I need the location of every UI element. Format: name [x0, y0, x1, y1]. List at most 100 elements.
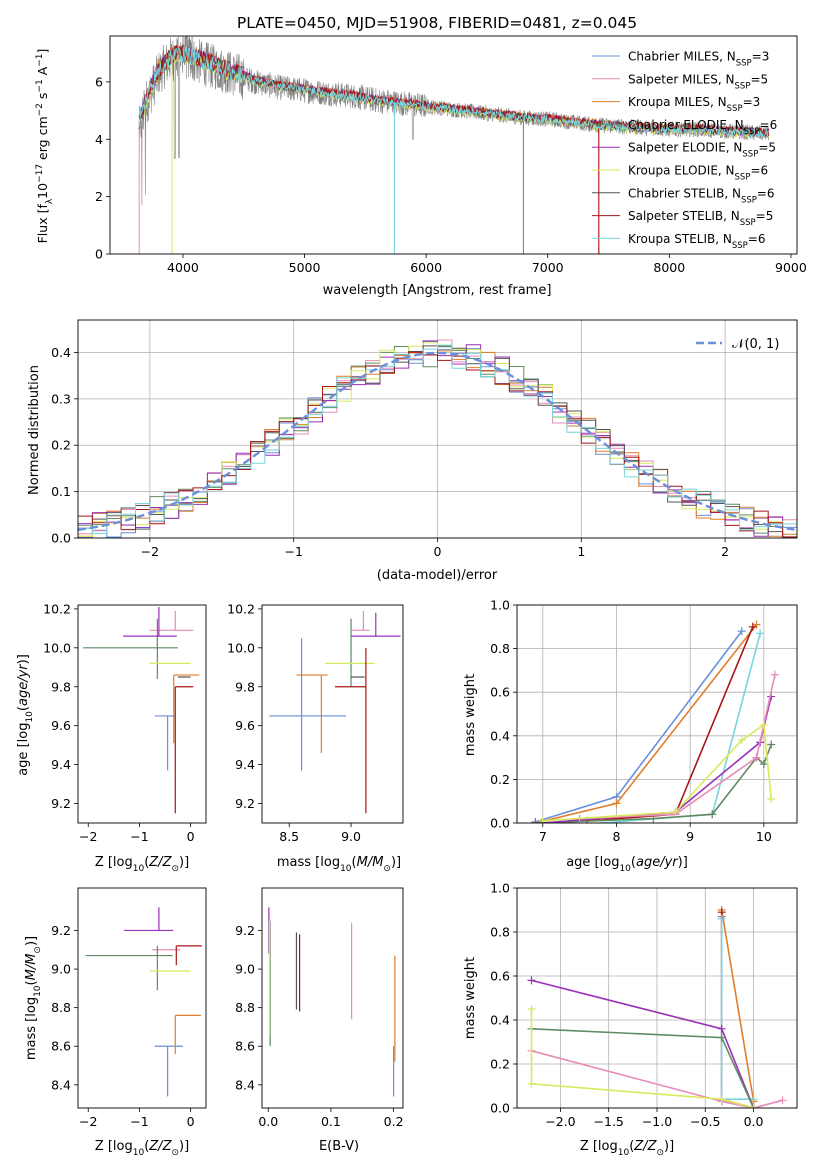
mass-weight-marker [717, 1024, 726, 1033]
extinction-xlabel: E(B-V) [319, 1139, 359, 1154]
mass-weight-line [531, 1028, 755, 1108]
y-tick-label: 10.2 [43, 601, 71, 616]
axes-border [261, 604, 404, 824]
data-point [123, 606, 177, 637]
y-tick-label: 0.2 [490, 772, 510, 787]
y-tick-label: 9.2 [235, 923, 255, 938]
y-tick-label: 9.2 [51, 796, 71, 811]
y-tick-label: 10.0 [43, 640, 71, 655]
weight-metallicity-xlabel: Z [log10(Z/Z⊙)] [580, 1139, 674, 1158]
y-tick-label: 9.8 [235, 679, 255, 694]
mass-weight-marker [527, 1005, 536, 1013]
x-tick-label: −2 [141, 544, 159, 559]
legend-label: Salpeter STELIB, NSSP=5 [628, 209, 773, 228]
y-tick-label: 8.8 [235, 1000, 255, 1015]
mass-weight-marker [708, 810, 717, 819]
mass-weight-marker [671, 808, 680, 817]
y-tick-label: 0.6 [490, 685, 510, 700]
x-tick-label: 5000 [289, 260, 321, 275]
y-tick-label: 0.0 [51, 531, 71, 546]
x-tick-label: −1.5 [594, 1114, 624, 1129]
plot-area [85, 907, 202, 1097]
data-point [351, 612, 401, 637]
y-tick-label: 8.4 [51, 1077, 71, 1092]
axes-border [77, 604, 207, 824]
age-mass-xlabel: mass [log10(M/M⊙)] [277, 855, 401, 874]
y-tick-label: 0 [95, 247, 103, 262]
plot-area [268, 907, 396, 1097]
x-tick-label: −1 [130, 829, 148, 844]
mass-weight-marker [778, 1096, 787, 1105]
mass-weight-marker [531, 819, 540, 823]
model-spectrum-line [138, 46, 769, 139]
mass-weight-line [586, 626, 754, 822]
legend-label: Salpeter ELODIE, NSSP=5 [628, 141, 776, 160]
x-tick-label: −2 [79, 829, 97, 844]
mass-weight-vs-age-panel: 7 8 9 10 0.0 0.2 0.4 0.6 0.8 1.0 [490, 598, 798, 844]
mass-weight-marker [759, 720, 768, 729]
y-tick-label: 4 [95, 132, 103, 147]
x-tick-label: 0 [434, 544, 442, 559]
y-tick-label: 0.3 [51, 391, 71, 406]
data-point [85, 945, 173, 991]
mass-weight-marker [759, 760, 768, 769]
mass-weight-line [542, 696, 772, 823]
mass-weight-line [601, 633, 761, 823]
x-tick-label: 2 [721, 544, 729, 559]
mass-weight-marker [717, 1095, 726, 1104]
y-tick-label: 0.2 [51, 438, 71, 453]
grid [517, 887, 797, 1109]
y-tick-label: 8.8 [51, 1000, 71, 1015]
y-tick-label: 0.4 [51, 345, 71, 360]
x-tick-label: 4000 [167, 260, 199, 275]
histogram-legend: 𝒩(0, 1) [696, 337, 779, 352]
spectrum-panel: 4000 5000 6000 7000 8000 9000 0 2 4 6 Chabrier MIL… [95, 35, 807, 275]
age-metallicity-xlabel: Z [log10(Z/Z⊙)] [95, 855, 189, 874]
y-tick-label: 9.2 [51, 923, 71, 938]
age-vs-mass-panel: 8.5 9.0 9.2 9.4 9.6 9.8 10.0 10.2 [227, 601, 404, 844]
x-tick-label: −1 [284, 544, 302, 559]
plot-area [527, 906, 787, 1108]
axes-frame: −2 −1 0 1 2 0.0 0.1 0.2 0.3 0.4 [51, 319, 798, 559]
x-tick-label: 1 [577, 544, 585, 559]
x-tick-label: 7000 [532, 260, 564, 275]
mass-vs-metallicity-panel: −2 −1 0 8.4 8.6 8.8 9.0 9.2 [51, 887, 207, 1129]
mass-weight-marker [748, 622, 757, 631]
x-tick-label: −2.0 [545, 1114, 575, 1129]
histogram-steps [78, 351, 797, 538]
y-tick-label: 0.4 [490, 728, 510, 743]
data-point [269, 638, 347, 771]
x-tick-label: 0.2 [384, 1114, 404, 1129]
y-tick-label: 9.8 [51, 679, 71, 694]
spectrum-xlabel: wavelength [Angstrom, rest frame] [323, 283, 552, 298]
histogram-steps [78, 344, 797, 534]
y-tick-label: 8.4 [235, 1077, 255, 1092]
y-tick-label: 9.0 [235, 962, 255, 977]
mass-weight-marker [737, 627, 746, 636]
mass-weight-line [579, 674, 776, 820]
axes-frame: −2 −1 0 9.2 9.4 9.6 9.8 10.0 10.2 [43, 601, 207, 844]
x-tick-label: 7 [539, 829, 547, 844]
grid [517, 604, 797, 824]
y-tick-label: 0.2 [490, 1057, 510, 1072]
mass-weight-marker [770, 670, 779, 679]
x-tick-label: 8000 [653, 260, 685, 275]
mass-weight-line [542, 723, 772, 822]
y-tick-label: 0.6 [490, 969, 510, 984]
y-tick-label: 0.0 [490, 1101, 510, 1116]
data-point [174, 1014, 201, 1054]
mass-weight-marker [767, 740, 776, 749]
mass-weight-vs-metallicity-panel: −2.0 −1.5 −1.0 −0.5 0.0 0.0 0.2 0.4 0.6 0.8 1.0 [490, 881, 798, 1129]
y-tick-label: 8.6 [235, 1039, 255, 1054]
x-tick-label: −1.0 [642, 1114, 672, 1129]
mass-weight-line [720, 916, 754, 1108]
x-tick-label: −1 [130, 1114, 148, 1129]
legend-label: Kroupa MILES, NSSP=3 [628, 95, 760, 114]
y-tick-label: 1.0 [490, 598, 510, 613]
y-tick-label: 2 [95, 189, 103, 204]
data-point [154, 715, 176, 771]
weight-age-xlabel: age [log10(age/yr)] [566, 855, 688, 874]
legend-label: Kroupa ELODIE, NSSP=6 [628, 164, 768, 183]
x-tick-label: 0 [187, 1114, 195, 1129]
x-tick-label: 6000 [410, 260, 442, 275]
